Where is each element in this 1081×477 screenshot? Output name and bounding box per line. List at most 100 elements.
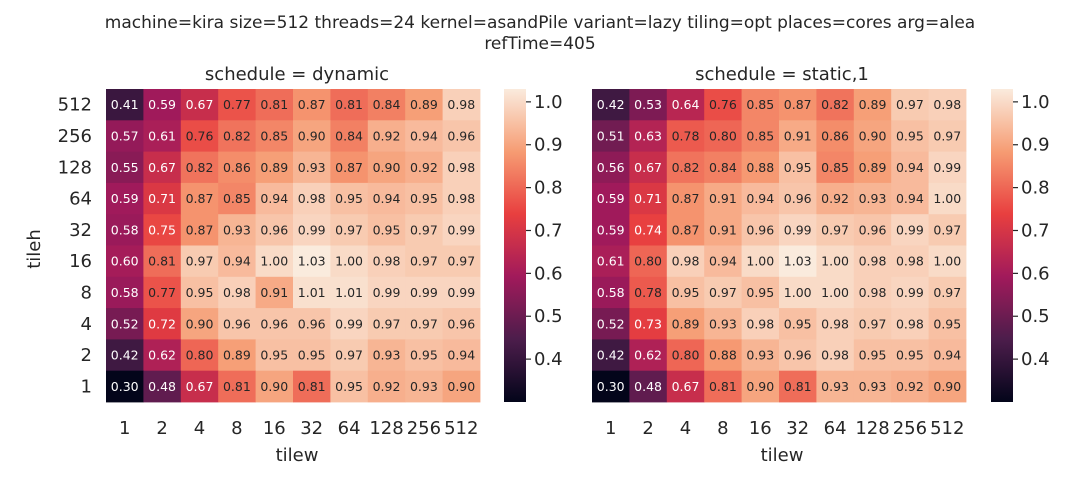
cell-value-label: 0.94	[896, 160, 924, 175]
cell-value-label: 0.81	[223, 379, 251, 394]
cell-value-label: 0.84	[373, 97, 401, 112]
cell-value-label: 0.94	[933, 348, 961, 363]
heatmap-cell	[704, 308, 742, 340]
cell-value-label: 0.96	[260, 316, 288, 331]
cell-value-label: 0.96	[784, 191, 812, 206]
cell-value-label: 0.91	[260, 285, 288, 300]
heatmap-cell	[891, 276, 929, 309]
cell-value-label: 0.56	[597, 160, 625, 175]
cell-value-label: 0.87	[186, 222, 214, 237]
cell-value-label: 0.42	[597, 97, 625, 112]
cell-value-label: 0.85	[821, 160, 849, 175]
cell-value-label: 0.86	[821, 128, 849, 143]
cell-value-label: 0.81	[148, 254, 176, 269]
heatmap-cell	[629, 308, 668, 340]
heatmap-cell	[405, 339, 443, 372]
cell-value-label: 0.60	[111, 254, 139, 269]
heatmap-cell	[106, 370, 144, 403]
cell-value-label: 0.99	[933, 160, 961, 175]
cell-value-label: 0.99	[410, 285, 438, 300]
heatmap-cells: 0.42 0.53 0.64 0.76 0.85 0.87 0.82 0.89 0.97 0.98…	[592, 89, 967, 403]
heatmap-cell	[106, 120, 144, 152]
colorbar-tick-label: 0.7	[534, 220, 563, 241]
cell-value-label: 0.82	[186, 160, 214, 175]
heatmap-cell	[218, 339, 256, 372]
cell-value-label: 0.72	[148, 316, 176, 331]
heatmap-cell	[293, 339, 331, 372]
heatmap-cell	[816, 339, 855, 372]
heatmap-cell	[741, 120, 780, 152]
heatmap-cell	[891, 245, 929, 278]
heatmap-cell	[779, 339, 817, 372]
cell-value-label: 0.90	[447, 379, 475, 394]
cell-value-label: 0.52	[597, 316, 625, 331]
heatmap-cell	[442, 151, 481, 184]
cell-value-label: 0.41	[111, 97, 139, 112]
heatmap-cell	[891, 370, 929, 403]
y-axis-label: tileh	[24, 229, 45, 269]
heatmap-cell	[629, 370, 668, 403]
heatmap-cell	[218, 214, 256, 246]
heatmap-cell	[255, 339, 294, 372]
heatmap-cell	[330, 245, 369, 278]
heatmap-panel-static-1: schedule = static,1 0.42 0.53 0.64 0.76 0.85…	[592, 64, 1050, 466]
heatmap-cell	[180, 370, 219, 403]
cell-value-label: 0.80	[634, 254, 662, 269]
cell-value-label: 0.61	[148, 128, 176, 143]
cell-value-label: 0.84	[335, 128, 363, 143]
heatmap-cell	[704, 339, 742, 372]
heatmap-cell	[367, 308, 406, 340]
cell-value-label: 0.99	[335, 316, 363, 331]
cell-value-label: 0.97	[933, 285, 961, 300]
cell-value-label: 0.30	[597, 379, 625, 394]
cell-value-label: 0.93	[298, 160, 326, 175]
heatmap-cell	[405, 214, 443, 246]
x-tick-labels: 1 2 4 8 16 32 64 128 256 512	[119, 418, 479, 439]
colorbar-tick-label: 0.6	[1021, 263, 1050, 284]
cell-value-label: 0.98	[447, 97, 475, 112]
heatmap-cell	[816, 214, 855, 246]
heatmap-cell	[704, 151, 742, 184]
cell-value-label: 0.96	[859, 222, 887, 237]
heatmap-cell	[928, 308, 967, 340]
heatmap-cell	[405, 151, 443, 184]
heatmap-cell	[143, 182, 182, 215]
heatmap-cell	[666, 370, 705, 403]
cell-value-label: 1.03	[784, 254, 812, 269]
heatmap-cell	[816, 182, 855, 215]
heatmap-cell	[891, 339, 929, 372]
cell-value-label: 0.95	[896, 348, 924, 363]
cell-value-label: 0.58	[597, 285, 625, 300]
cell-value-label: 1.00	[933, 191, 961, 206]
heatmap-cell	[928, 120, 967, 152]
cell-value-label: 0.64	[672, 97, 700, 112]
heatmap-cell	[330, 151, 369, 184]
x-tick-label: 64	[338, 418, 361, 439]
cell-value-label: 0.84	[709, 160, 737, 175]
cell-value-label: 0.90	[746, 379, 774, 394]
heatmap-cell	[704, 182, 742, 215]
cell-value-label: 0.81	[335, 97, 363, 112]
panel-title: schedule = dynamic	[205, 64, 389, 85]
cell-value-label: 0.93	[821, 379, 849, 394]
cell-value-label: 0.92	[896, 379, 924, 394]
cell-value-label: 0.81	[260, 97, 288, 112]
cell-value-label: 0.71	[634, 191, 662, 206]
x-tick-label: 512	[930, 418, 964, 439]
x-axis-label: tilew	[761, 445, 804, 466]
cell-value-label: 0.96	[298, 316, 326, 331]
colorbar-tick-label: 0.5	[1021, 306, 1050, 327]
cell-value-label: 0.92	[373, 379, 401, 394]
heatmap-cell	[255, 214, 294, 246]
cell-value-label: 0.96	[746, 222, 774, 237]
cell-value-label: 0.86	[223, 160, 251, 175]
cell-value-label: 0.77	[148, 285, 176, 300]
heatmap-cell	[106, 89, 144, 121]
y-tick-label: 256	[58, 126, 92, 147]
cell-value-label: 0.81	[298, 379, 326, 394]
cell-value-label: 0.97	[335, 222, 363, 237]
cell-value-label: 0.59	[597, 222, 625, 237]
cell-value-label: 0.94	[896, 191, 924, 206]
cell-value-label: 0.76	[186, 128, 214, 143]
heatmap-cell	[442, 308, 481, 340]
